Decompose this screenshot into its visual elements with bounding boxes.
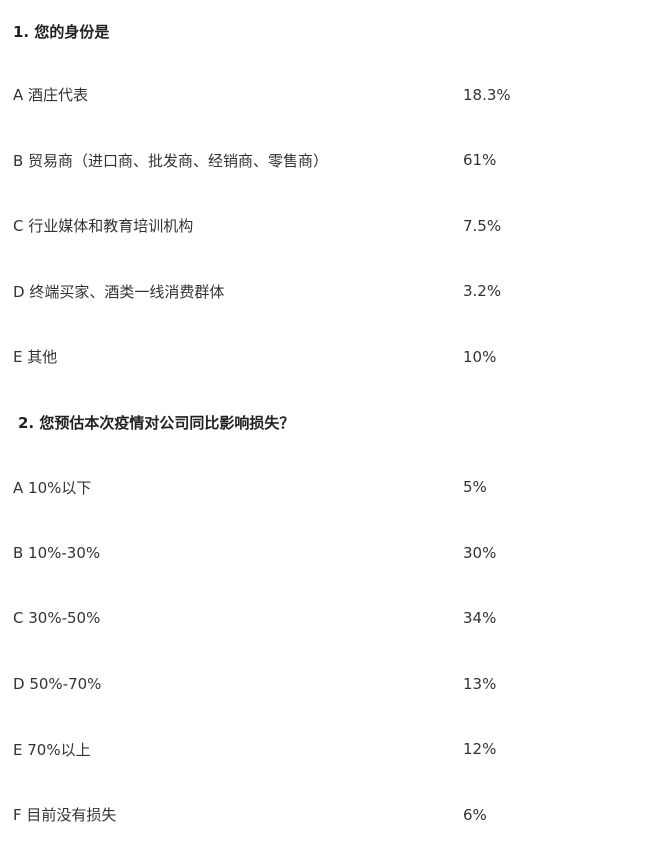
- option-label: E 70%以上: [13, 740, 91, 759]
- option-percentage: 10%: [463, 347, 497, 366]
- option-percentage: 7.5%: [463, 216, 502, 235]
- option-percentage: 6%: [463, 805, 487, 824]
- option-percentage: 34%: [463, 609, 497, 628]
- option-row: C 行业媒体和教育培训机构 7.5%: [0, 193, 650, 259]
- option-row: E 70%以上 12%: [0, 717, 650, 783]
- option-percentage: 5%: [463, 478, 487, 497]
- option-row: A 酒庄代表 18.3%: [0, 62, 650, 128]
- option-row: C 30%-50% 34%: [0, 586, 650, 652]
- option-label: F 目前没有损失: [13, 806, 117, 825]
- option-row: B 贸易商（进口商、批发商、经销商、零售商） 61%: [0, 128, 650, 194]
- option-label: A 10%以下: [13, 478, 92, 497]
- option-percentage: 61%: [463, 151, 497, 170]
- question-1-options: A 酒庄代表 18.3% B 贸易商（进口商、批发商、经销商、零售商） 61% C 行业…: [0, 62, 650, 390]
- option-percentage: 13%: [463, 674, 497, 693]
- option-label: C 行业媒体和教育培训机构: [13, 217, 194, 236]
- option-label: C 30%-50%: [13, 609, 101, 628]
- option-row: F 目前没有损失 6%: [0, 782, 650, 848]
- option-label: D 50%-70%: [13, 674, 102, 693]
- option-row: B 10%-30% 30%: [0, 520, 650, 586]
- option-row: A 10%以下 5%: [0, 455, 650, 521]
- option-label: A 酒庄代表: [13, 86, 89, 105]
- option-row: D 终端买家、酒类一线消费群体 3.2%: [0, 259, 650, 325]
- question-2-options: A 10%以下 5% B 10%-30% 30% C 30%-50% 34% D 50%-7…: [0, 455, 650, 848]
- option-label: B 贸易商（进口商、批发商、经销商、零售商）: [13, 151, 329, 170]
- option-label: B 10%-30%: [13, 543, 101, 562]
- question-2-title: 2. 您预估本次疫情对公司同比影响损失？: [18, 413, 295, 432]
- option-percentage: 18.3%: [463, 85, 511, 104]
- option-percentage: 12%: [463, 740, 497, 759]
- option-percentage: 30%: [463, 543, 497, 562]
- question-1-title: 1. 您的身份是: [13, 22, 110, 41]
- option-row: E 其他 10%: [0, 324, 650, 390]
- option-row: D 50%-70% 13%: [0, 651, 650, 717]
- option-label: E 其他: [13, 348, 58, 367]
- option-label: D 终端买家、酒类一线消费群体: [13, 282, 225, 301]
- option-percentage: 3.2%: [463, 282, 502, 301]
